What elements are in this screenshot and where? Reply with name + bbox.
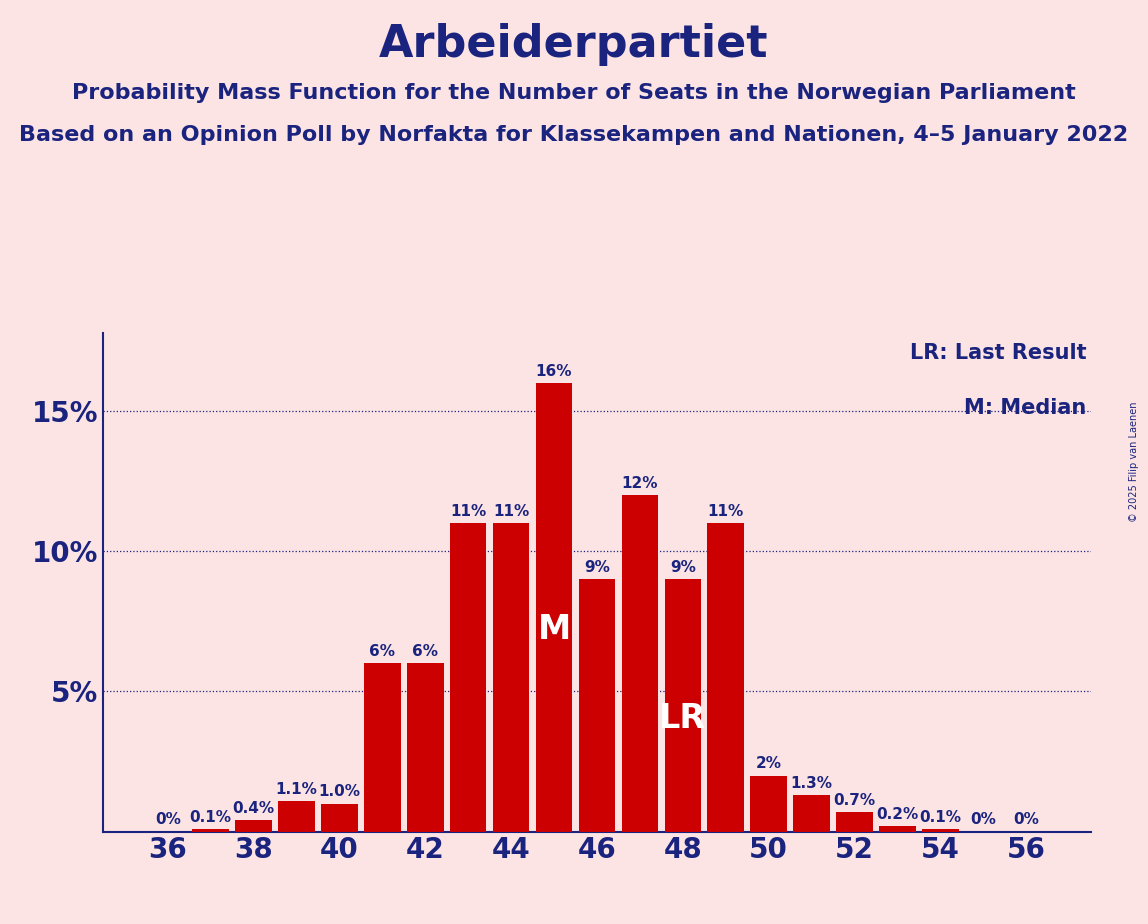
Bar	[621, 495, 658, 832]
Bar	[751, 775, 786, 832]
Text: Probability Mass Function for the Number of Seats in the Norwegian Parliament: Probability Mass Function for the Number…	[72, 83, 1076, 103]
Text: 6%: 6%	[370, 644, 395, 659]
Bar	[836, 812, 872, 832]
Text: 1.1%: 1.1%	[276, 782, 317, 796]
Text: 12%: 12%	[621, 476, 658, 491]
Text: 0.4%: 0.4%	[233, 801, 274, 816]
Text: 2%: 2%	[755, 757, 782, 772]
Bar	[193, 829, 228, 832]
Bar	[793, 796, 830, 832]
Text: Arbeiderpartiet: Arbeiderpartiet	[379, 23, 769, 67]
Text: 0.7%: 0.7%	[833, 793, 876, 808]
Text: 0%: 0%	[155, 812, 180, 827]
Text: 1.3%: 1.3%	[791, 776, 832, 791]
Text: 11%: 11%	[707, 505, 744, 519]
Bar	[278, 801, 315, 832]
Bar	[408, 663, 443, 832]
Text: 11%: 11%	[492, 505, 529, 519]
Bar	[364, 663, 401, 832]
Bar	[235, 821, 272, 832]
Bar	[879, 826, 916, 832]
Text: 0.2%: 0.2%	[876, 807, 918, 821]
Text: 11%: 11%	[450, 505, 487, 519]
Text: Based on an Opinion Poll by Norfakta for Klassekampen and Nationen, 4–5 January : Based on an Opinion Poll by Norfakta for…	[20, 125, 1128, 145]
Text: 0.1%: 0.1%	[189, 809, 232, 824]
Text: 0%: 0%	[970, 812, 996, 827]
Text: 9%: 9%	[670, 560, 696, 575]
Bar	[492, 523, 529, 832]
Text: LR: Last Result: LR: Last Result	[909, 343, 1086, 362]
Text: 16%: 16%	[536, 364, 573, 379]
Bar	[450, 523, 487, 832]
Bar	[665, 579, 701, 832]
Text: M: M	[537, 614, 571, 646]
Bar	[536, 383, 572, 832]
Text: 0%: 0%	[1014, 812, 1039, 827]
Bar	[707, 523, 744, 832]
Text: 0.1%: 0.1%	[920, 809, 961, 824]
Text: LR: LR	[659, 701, 706, 735]
Bar	[579, 579, 615, 832]
Text: M: Median: M: Median	[964, 397, 1086, 418]
Text: 6%: 6%	[412, 644, 439, 659]
Text: 1.0%: 1.0%	[318, 784, 360, 799]
Bar	[321, 804, 358, 832]
Text: 9%: 9%	[584, 560, 610, 575]
Bar	[922, 829, 959, 832]
Text: © 2025 Filip van Laenen: © 2025 Filip van Laenen	[1130, 402, 1139, 522]
